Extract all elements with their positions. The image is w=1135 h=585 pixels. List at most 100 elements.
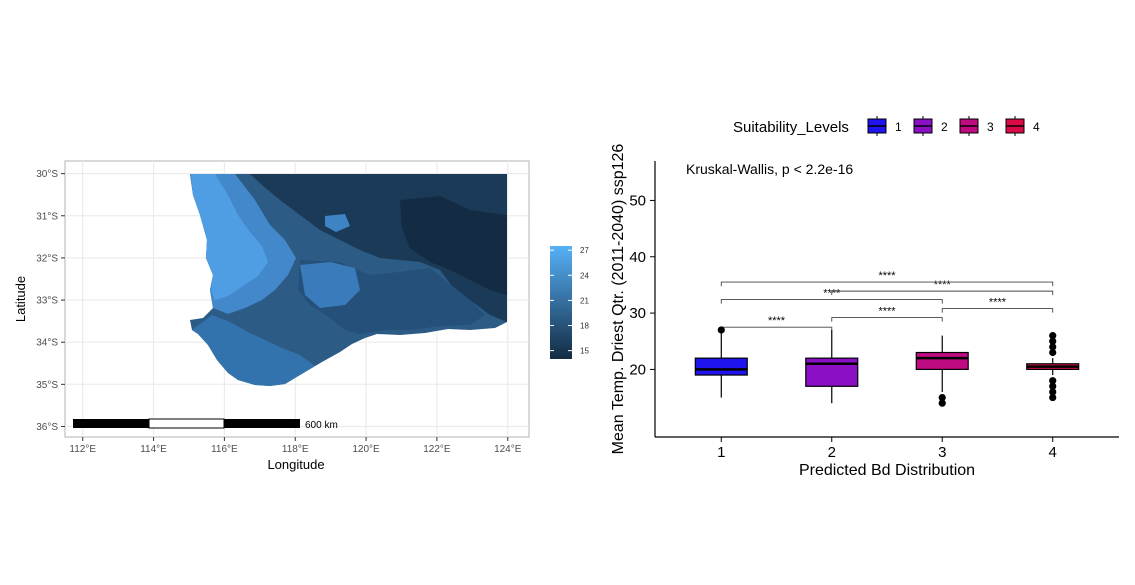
outlier-point (1049, 332, 1057, 340)
x-axis-ticks: 1 2 3 4 (717, 437, 1057, 461)
outlier-point (1049, 382, 1057, 390)
bracket-label: **** (768, 315, 786, 327)
legend-entry-label: 3 (987, 120, 994, 134)
x-tick-label: 1 (717, 444, 725, 461)
legend-entry: 2 (913, 116, 948, 136)
box-iqr (915, 351, 969, 371)
legend-entry-label: 1 (895, 120, 902, 134)
bracket-line (831, 317, 943, 322)
map-y-axis: 30°S 31°S 32°S 33°S 34°S 35°S 36°S (36, 169, 65, 433)
map-y-tick-label: 30°S (36, 169, 58, 180)
bracket-label: **** (878, 270, 896, 282)
y-axis-ticks: 20 30 40 50 (629, 192, 655, 378)
box-iqr (694, 357, 748, 376)
outlier-point (1049, 348, 1057, 357)
x-tick-label: 2 (828, 444, 836, 461)
land-central-patch (300, 262, 360, 308)
scale-bar-segment (148, 418, 225, 429)
colorbar-tick-label: 21 (580, 296, 589, 305)
land-coast-warmest (191, 174, 268, 300)
map-x-tick-label: 124°E (494, 444, 522, 455)
outlier-point (1049, 343, 1057, 351)
outlier-point (938, 399, 946, 407)
map-x-tick-label: 120°E (352, 444, 380, 455)
x-tick-label: 3 (938, 444, 946, 461)
box-3 (915, 335, 969, 407)
bracket-line (720, 326, 833, 332)
outlier-point (1049, 388, 1057, 396)
land-lake (325, 214, 350, 232)
map-x-axis-title: Longitude (267, 457, 324, 472)
map-y-tick-label: 34°S (36, 338, 58, 349)
bracket-line (720, 281, 1054, 287)
colorbar-gradient (550, 246, 572, 359)
x-tick-label: 4 (1049, 444, 1057, 461)
comparison-bracket: **** (720, 270, 1054, 287)
y-tick-label: 30 (629, 305, 646, 322)
map-y-tick-label: 33°S (36, 296, 58, 307)
outlier-point (1049, 377, 1057, 385)
scale-bar-segment (224, 419, 300, 428)
bracket-label: **** (934, 279, 952, 291)
legend-entry-label: 4 (1033, 120, 1040, 134)
significance-brackets: ************************ (720, 270, 1054, 332)
temperature-raster (190, 174, 507, 386)
y-tick-label: 40 (629, 249, 646, 266)
bracket-label: **** (878, 306, 896, 318)
y-axis-title: Mean Temp. Driest Qtr. (2011-2040) ssp12… (610, 144, 627, 455)
colorbar-tick-label: 18 (580, 322, 589, 331)
kruskal-wallis-annotation: Kruskal-Wallis, p < 2.2e-16 (686, 161, 853, 177)
map-x-tick-label: 114°E (140, 444, 167, 455)
comparison-bracket: **** (720, 315, 833, 332)
x-axis-title: Predicted Bd Distribution (799, 462, 975, 479)
box-2 (805, 329, 859, 404)
map-x-tick-label: 116°E (211, 444, 238, 455)
map-x-axis: 112°E 114°E 116°E 118°E 120°E 122°E 124°E (69, 437, 522, 455)
land-south-band (192, 315, 315, 386)
scale-bar-segment (73, 419, 149, 428)
box-iqr (805, 357, 859, 387)
land-inland-darkest (400, 196, 507, 295)
outlier-point (1049, 337, 1057, 345)
box-4 (1026, 332, 1080, 402)
y-tick-label: 20 (629, 361, 646, 378)
legend-title: Suitability_Levels (733, 119, 849, 136)
legend-entry: 3 (959, 116, 994, 136)
map-y-tick-label: 35°S (36, 380, 58, 391)
map-x-tick-label: 118°E (282, 444, 309, 455)
legend-entry: 1 (867, 116, 902, 136)
map-y-tick-label: 32°S (36, 253, 58, 264)
map-y-axis-title: Latitude (13, 276, 28, 322)
map-x-tick-label: 112°E (69, 444, 96, 455)
map-y-tick-label: 36°S (36, 422, 58, 433)
colorbar-tick-label: 27 (580, 246, 589, 255)
colorbar-ticks: 27 24 21 18 15 (550, 246, 589, 356)
outlier-point (717, 326, 725, 334)
bracket-label: **** (989, 297, 1007, 309)
box-1 (694, 326, 748, 398)
boxplot-panel: Suitability_Levels 1 2 3 4 20 30 40 50 1 2 3 4 Kr… (610, 116, 1119, 479)
map-y-tick-label: 31°S (36, 211, 58, 222)
legend: Suitability_Levels 1 2 3 4 (733, 116, 1040, 136)
colorbar-tick-label: 24 (580, 271, 589, 280)
bracket-line (831, 290, 1054, 296)
colorbar-tick-label: 15 (580, 347, 589, 356)
scale-bar: 600 km (73, 418, 338, 431)
legend-entry-label: 2 (941, 120, 948, 134)
comparison-bracket: **** (831, 306, 943, 322)
comparison-bracket: **** (941, 297, 1054, 313)
legend-entry: 4 (1005, 116, 1040, 136)
colorbar: 27 24 21 18 15 (550, 246, 589, 359)
bracket-line (720, 299, 943, 304)
map-x-tick-label: 122°E (423, 444, 451, 455)
outlier-point (938, 393, 946, 402)
boxes (694, 326, 1080, 407)
map-panel: 600 km 112°E 114°E 116°E 118°E 120°E 122°E 124… (13, 160, 589, 472)
comparison-bracket: **** (831, 279, 1054, 296)
comparison-bracket: **** (720, 288, 943, 304)
outlier-point (1049, 393, 1057, 402)
y-tick-label: 50 (629, 192, 646, 209)
bracket-line (941, 308, 1054, 313)
scale-bar-label: 600 km (305, 420, 338, 431)
